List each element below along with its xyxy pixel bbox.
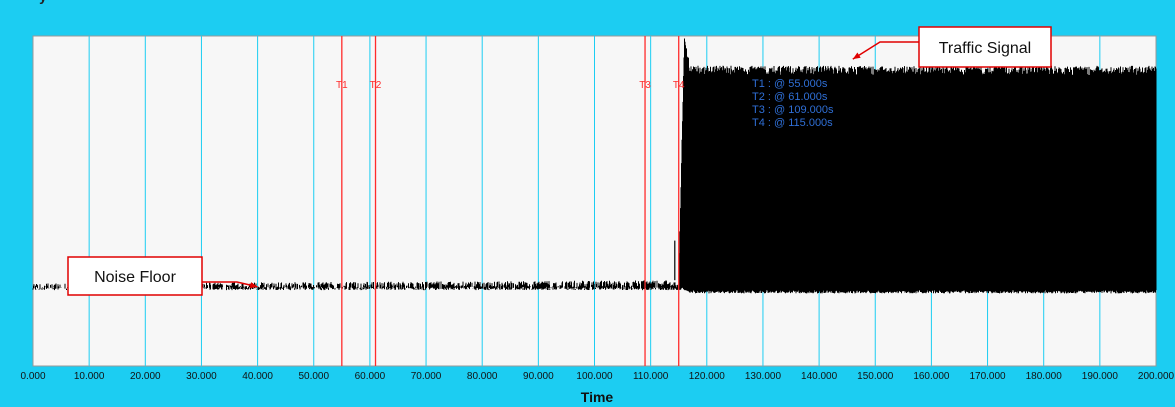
x-tick-label: 160.000 xyxy=(913,371,950,382)
x-tick-label: 90.000 xyxy=(523,371,554,382)
x-tick-label: 80.000 xyxy=(467,371,498,382)
cursor-t2-label: T2 xyxy=(370,80,382,91)
callout-box xyxy=(67,256,203,296)
x-tick-label: 30.000 xyxy=(186,371,217,382)
callout-leader xyxy=(852,41,919,60)
cursor-lines: T1 T2 T3 T4 xyxy=(336,36,685,366)
callout-box xyxy=(918,26,1052,68)
callout-arrowhead xyxy=(249,282,258,289)
x-tick-label: 150.000 xyxy=(857,371,894,382)
x-tick-label: 190.000 xyxy=(1082,371,1119,382)
cursor-readout: T3 : @ 109.000s xyxy=(752,104,834,116)
x-tick-label: 120.000 xyxy=(689,371,726,382)
x-tick-label: 10.000 xyxy=(74,371,105,382)
callout-label: Noise Floor xyxy=(94,269,176,286)
x-tick-label: 100.000 xyxy=(576,371,613,382)
cursor-t3-label: T3 xyxy=(639,80,651,91)
cursor-readout: T1 : @ 55.000s xyxy=(752,78,828,90)
x-tick-labels: 0.000 10.000 20.000 30.000 40.000 50.000 60.00… xyxy=(20,371,1174,382)
callouts: Noise Floor Traffic Signal xyxy=(67,26,1052,296)
clipped-header-text: y xyxy=(0,0,110,8)
x-tick-label: 0.000 xyxy=(20,371,45,382)
x-tick-label: 130.000 xyxy=(745,371,782,382)
callout-arrowhead xyxy=(852,52,861,60)
x-tick-label: 50.000 xyxy=(298,371,329,382)
x-tick-label: 40.000 xyxy=(242,371,273,382)
x-axis-title: Time xyxy=(581,389,614,405)
x-tick-label: 140.000 xyxy=(801,371,838,382)
cursor-readout: T4 : @ 115.000s xyxy=(752,117,833,129)
x-tick-label: 60.000 xyxy=(355,371,386,382)
cursor-t1-label: T1 xyxy=(336,80,348,91)
x-tick-label: 70.000 xyxy=(411,371,442,382)
cursor-t4-label: T4 xyxy=(673,80,685,91)
x-tick-label: 20.000 xyxy=(130,371,161,382)
x-tick-label: 170.000 xyxy=(969,371,1006,382)
callout-label: Traffic Signal xyxy=(939,40,1031,57)
x-tick-label: 180.000 xyxy=(1026,371,1063,382)
x-tick-label: 200.000 xyxy=(1138,371,1175,382)
cursor-readout: T2 : @ 61.000s xyxy=(752,91,828,103)
x-tick-label: 110.000 xyxy=(633,371,669,382)
